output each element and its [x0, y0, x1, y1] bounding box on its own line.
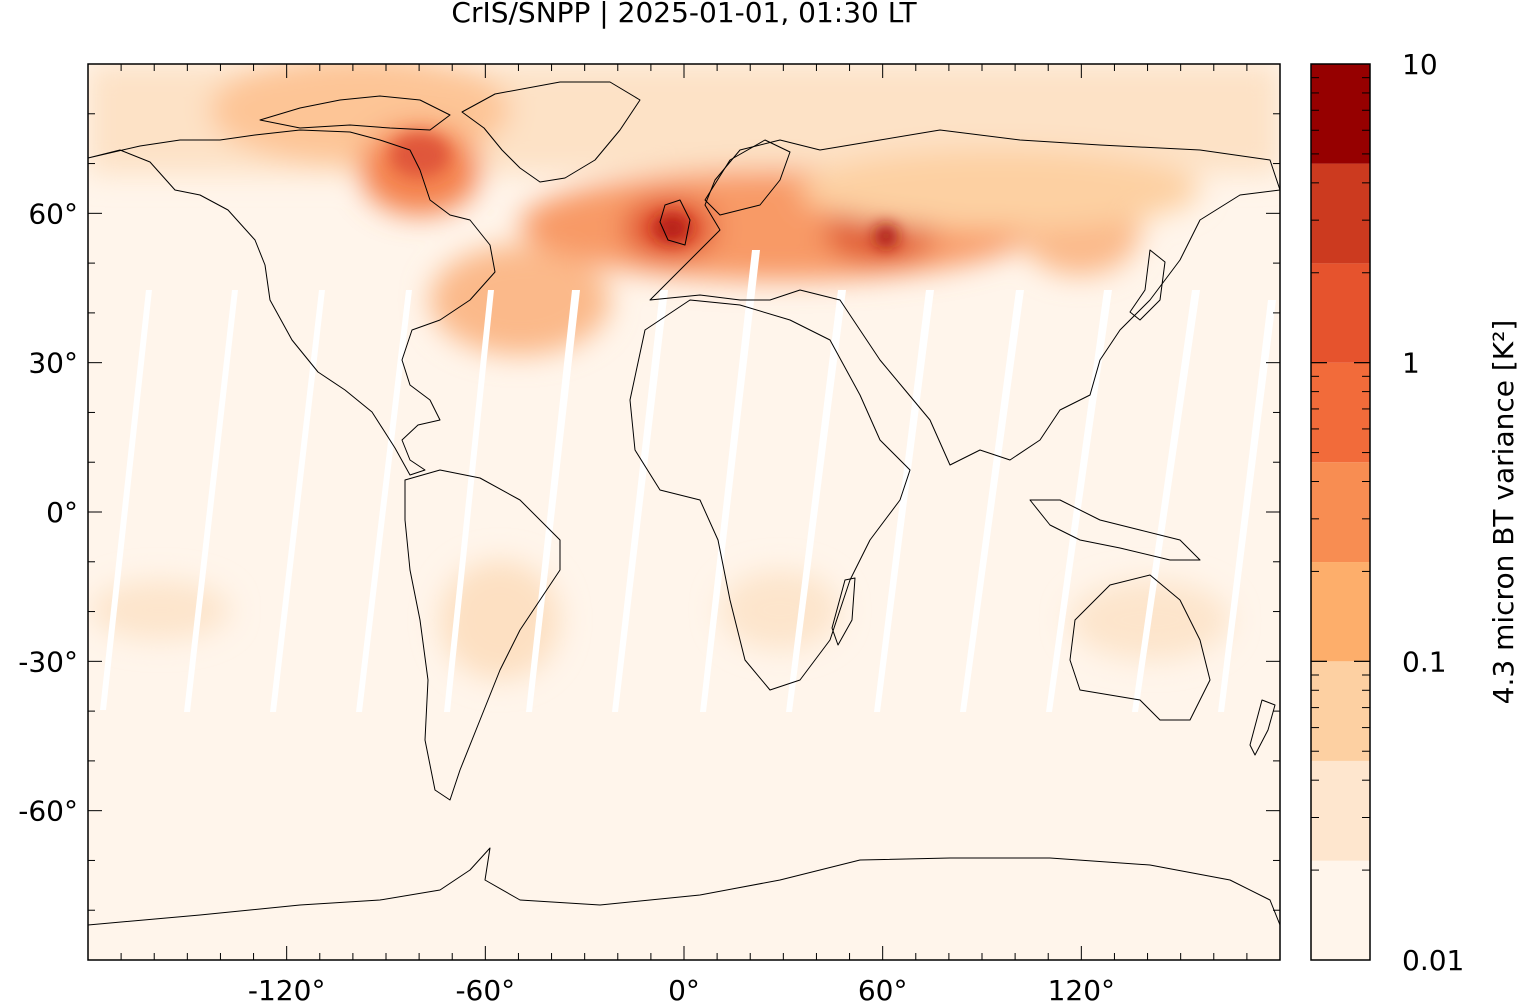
colorbar-tick-label: 0.1: [1402, 645, 1447, 678]
south-america-patch: [440, 560, 560, 680]
new-zealand-coast: [1249, 699, 1276, 756]
south-america-coast: [404, 469, 561, 801]
y-tick-label: -30°: [18, 645, 78, 678]
x-tick-label: 120°: [1048, 974, 1115, 1002]
colorbar: 10 1 0.1 0.01: [1310, 48, 1464, 977]
british-isles-coast: [659, 199, 691, 246]
chart-title: CrIS/SNPP | 2025-01-01, 01:30 LT: [451, 0, 917, 29]
colorbar-tick-label: 1: [1402, 347, 1420, 380]
antarctica-coast: [88, 847, 1280, 926]
y-tick-label: 30°: [28, 347, 78, 380]
greenland-coast: [461, 81, 641, 183]
y-tick-label: 0°: [46, 496, 78, 529]
swath-gaps: [100, 250, 1276, 712]
colorbar-segment: [1311, 163, 1370, 264]
colorbar-label: 4.3 micron BT variance [K²]: [1487, 320, 1519, 705]
colorbar-tick-label: 0.01: [1402, 944, 1464, 977]
arctic-islands-coast: [259, 95, 451, 131]
siberia-patch: [800, 150, 1200, 230]
scandinavia-coast: [704, 139, 791, 216]
x-tick-label: -120°: [248, 974, 326, 1002]
colorbar-tick-label: 10: [1402, 48, 1438, 81]
colorbar-segment: [1311, 362, 1370, 463]
map-area: [88, 64, 1280, 960]
africa-coast: [629, 299, 911, 691]
australia-coast: [1069, 574, 1211, 721]
indonesia-coast: [1029, 499, 1201, 561]
coastlines: [88, 81, 1280, 926]
colorbar-segment: [1311, 760, 1370, 861]
x-tick-label: 60°: [858, 974, 908, 1002]
y-axis: 60° 30° 0° -30° -60°: [18, 63, 1280, 961]
colorbar-segment: [1311, 462, 1370, 563]
colorbar-segment: [1311, 661, 1370, 761]
colorbar-segment: [1311, 562, 1370, 662]
north-america-coast: [88, 129, 496, 476]
eurasia-coast: [649, 129, 1280, 466]
japan-coast: [1129, 249, 1166, 321]
madagascar-coast: [831, 577, 856, 646]
x-tick-label: 0°: [668, 974, 700, 1002]
colorbar-segment: [1311, 860, 1370, 960]
y-tick-label: -60°: [18, 795, 78, 828]
colorbar-frame: [1310, 63, 1371, 961]
x-axis: -120° -60° 0° 60° 120°: [87, 64, 1281, 1002]
y-tick-label: 60°: [28, 197, 78, 230]
colorbar-segment: [1311, 64, 1370, 164]
x-tick-label: -60°: [455, 974, 515, 1002]
southern-africa-patch: [720, 570, 840, 650]
north-atlantic-patch: [430, 245, 610, 355]
colorbar-segment: [1311, 263, 1370, 363]
